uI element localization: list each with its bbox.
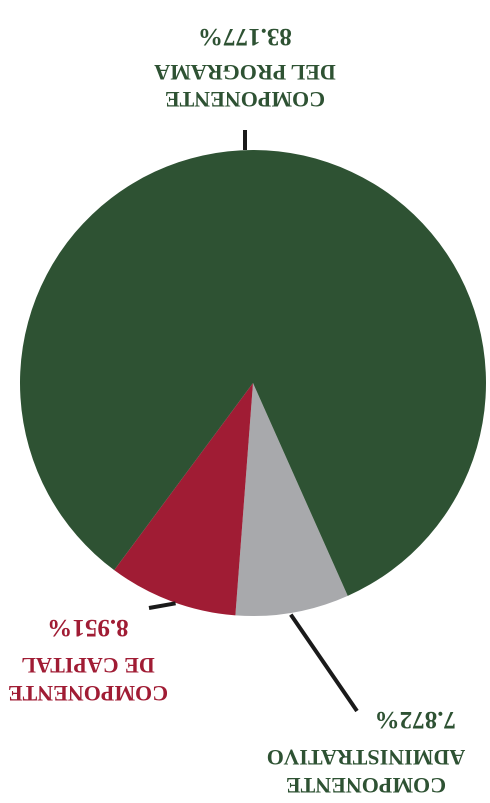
label-capital-line2: DE CAPITAL	[21, 653, 154, 678]
label-capital-line1: COMPONENTE	[8, 681, 168, 706]
leader-lines	[148, 130, 359, 713]
label-programa-line1: COMPONENTE	[165, 87, 325, 112]
label-programa-value: 83.177%	[198, 23, 292, 50]
label-administrativo-line1: COMPONENTE	[286, 773, 446, 798]
leader-capital	[148, 601, 176, 610]
leader-administrativo	[289, 613, 359, 713]
label-administrativo-value: 7.872%	[375, 706, 456, 733]
pie-slice-1	[114, 383, 253, 616]
slice-labels: COMPONENTE DEL PROGRAMA 83.177% COMPONEN…	[8, 23, 465, 798]
pie-slice-2	[235, 383, 348, 616]
label-programa-line2: DEL PROGRAMA	[154, 60, 336, 85]
label-capital-value: 8.951%	[47, 614, 128, 641]
pie-slice-0	[20, 150, 486, 596]
pie-slices	[20, 150, 486, 616]
label-administrativo-line2: ADMINISTRATIVO	[267, 745, 465, 770]
